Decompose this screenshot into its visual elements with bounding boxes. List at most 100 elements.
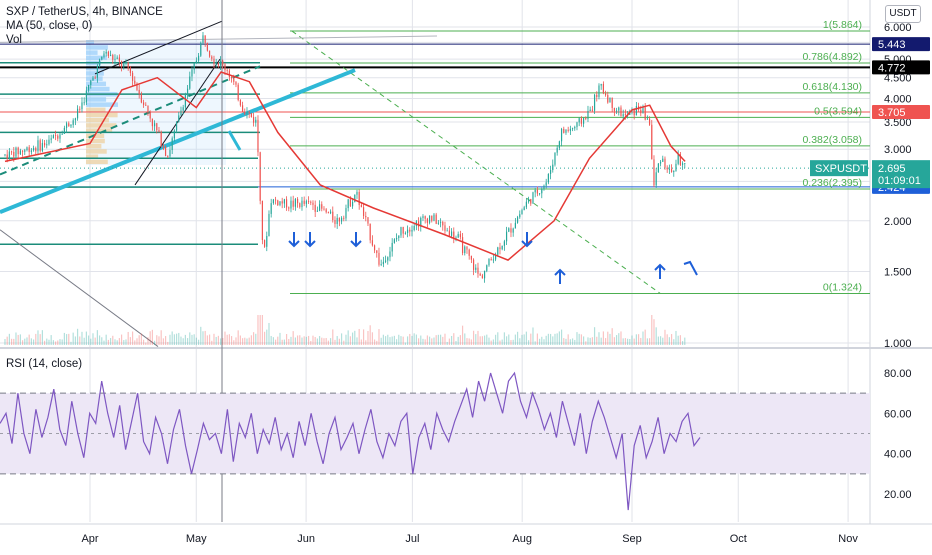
volume-bar [195,337,197,345]
volume-bar [618,333,620,345]
candle-body [204,35,206,43]
candle-body [653,159,655,186]
volume-bar [156,335,158,345]
candle-body [547,173,549,183]
volume-profile-bar [86,138,105,144]
moving-average-line [4,71,686,261]
candle-body [321,204,323,209]
candle-body [246,111,248,114]
candle-body [422,216,424,218]
volume-profile-bar [86,45,108,50]
volume-bar [310,340,312,345]
volume-bar [556,333,558,345]
volume-bar [105,334,107,345]
volume-bar [281,339,283,345]
rsi-indicator-label[interactable]: RSI (14, close) [6,358,83,370]
candle-body [567,129,569,131]
volume-bar [211,340,213,345]
volume-bar [574,339,576,345]
volume-bar [263,331,266,345]
candle-body [107,51,109,57]
volume-bar [307,335,310,345]
candle-body [332,211,334,221]
volume-bar [129,337,131,345]
volume-bar [228,334,230,345]
candle-body [173,130,175,139]
candle-body [250,113,252,117]
volume-bar [662,337,664,345]
volume-bar [123,340,125,345]
volume-bar [534,341,536,345]
candle-body [211,56,213,59]
candle-body [571,128,574,130]
volume-bar [215,336,217,345]
candle-body [222,61,224,65]
volume-bar [103,340,105,345]
volume-bar [140,333,142,345]
volume-bar [347,330,349,345]
candle-body [450,231,453,236]
volume-bar [290,336,292,345]
candle-body [123,63,125,67]
volume-bar [664,329,666,345]
volume-bar [558,331,560,345]
volume-bar [239,335,241,345]
candle-body [662,158,664,162]
month-tick-label: May [186,533,207,545]
candle-body [347,199,349,209]
ma-indicator-label[interactable]: MA (50, close, 0) [6,20,93,32]
fib-level-label: 0(1.324) [823,282,862,294]
candle-body [178,115,180,122]
candle-body [233,78,235,82]
volume-bar [305,336,307,345]
volume-bar [107,339,109,345]
candle-body [345,208,347,219]
volume-bar [552,336,554,345]
candle-body [431,215,433,221]
last-price-tag-bg [872,160,930,189]
candle-body [365,215,367,218]
candle-body [598,85,600,97]
volume-bar [202,331,204,345]
volume-profile-bar [86,81,107,87]
volume-bar [340,333,343,345]
volume-bar [466,338,468,345]
volume-profile-bar [86,128,113,133]
volume-bar [255,333,257,345]
volume-bar [43,340,46,345]
volume-bar [395,339,398,345]
currency-button[interactable]: USDT [885,5,921,23]
volume-bar [450,335,453,345]
candle-body [466,246,468,250]
candle-body [338,217,340,222]
symbol-title[interactable]: SXP / TetherUS, 4h, BINANCE [6,6,163,18]
volume-bar [8,333,10,345]
volume-bar [497,332,499,345]
candle-body [384,260,387,262]
volume-bar [488,337,490,345]
volume-bar [648,338,651,345]
candle-body [239,100,241,106]
candle-body [268,213,270,237]
candle-body [646,118,648,120]
volume-bar [332,329,334,345]
volume-bar [481,336,483,345]
candle-body [4,154,6,156]
candle-body [681,163,684,165]
volume-bar [470,339,472,345]
candle-body [648,118,651,125]
candle-body [378,252,380,265]
candle-body [48,139,50,145]
volume-bar [63,332,65,345]
volume-bar [521,334,523,345]
volume-bar [640,337,642,345]
volume-bar [503,332,505,345]
volume-bar [582,336,585,345]
candle-body [318,204,321,211]
candle-body [673,170,675,173]
candle-body [164,147,167,156]
volume-bar [677,335,679,345]
fib-trend-line [291,30,661,294]
volume-indicator-label[interactable]: Vol [6,34,22,46]
candle-body [46,144,48,146]
